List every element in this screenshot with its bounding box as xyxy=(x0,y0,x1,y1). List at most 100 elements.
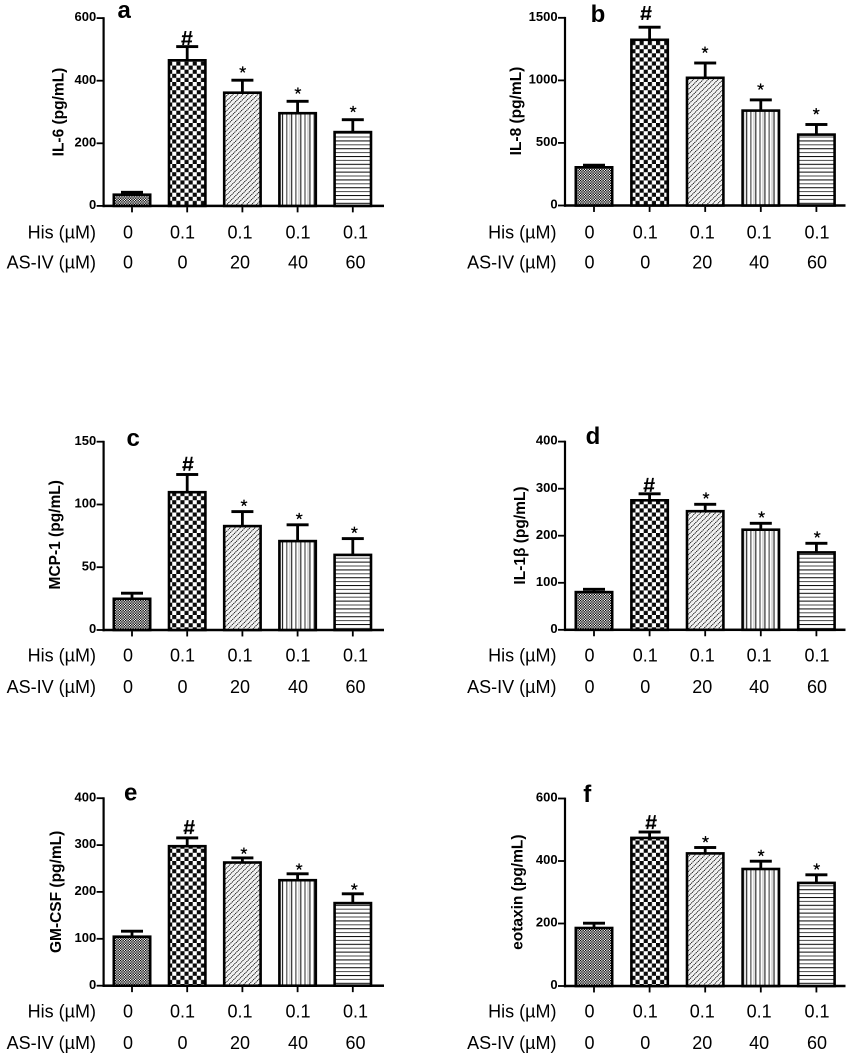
svg-text:0.1: 0.1 xyxy=(227,1002,252,1022)
svg-text:150: 150 xyxy=(74,433,96,448)
svg-text:c: c xyxy=(127,425,140,452)
svg-text:600: 600 xyxy=(536,790,558,805)
svg-text:0: 0 xyxy=(177,677,187,697)
svg-text:200: 200 xyxy=(74,134,96,149)
svg-text:GM-CSF (pg/mL): GM-CSF (pg/mL) xyxy=(48,831,65,953)
svg-text:0.1: 0.1 xyxy=(804,223,829,243)
svg-text:0: 0 xyxy=(640,677,650,697)
svg-text:400: 400 xyxy=(74,789,96,804)
svg-text:IL-1β (pg/mL): IL-1β (pg/mL) xyxy=(512,486,529,584)
svg-text:0: 0 xyxy=(550,621,557,636)
svg-text:40: 40 xyxy=(749,677,769,697)
svg-text:0: 0 xyxy=(550,977,557,992)
svg-text:0.1: 0.1 xyxy=(343,223,368,243)
svg-text:0.1: 0.1 xyxy=(747,1002,772,1022)
svg-text:50: 50 xyxy=(82,558,96,573)
svg-text:0: 0 xyxy=(584,1002,594,1022)
svg-text:20: 20 xyxy=(230,677,250,697)
svg-text:0.1: 0.1 xyxy=(285,223,310,243)
svg-text:0.1: 0.1 xyxy=(170,223,195,243)
svg-text:His (µM): His (µM) xyxy=(488,223,556,243)
svg-text:0.1: 0.1 xyxy=(633,1002,658,1022)
svg-text:40: 40 xyxy=(749,1033,769,1053)
svg-text:600: 600 xyxy=(74,9,96,24)
svg-text:0: 0 xyxy=(123,646,133,666)
svg-text:His (µM): His (µM) xyxy=(488,1002,556,1022)
svg-text:0.1: 0.1 xyxy=(804,646,829,666)
svg-text:20: 20 xyxy=(230,1033,250,1053)
svg-text:0: 0 xyxy=(584,646,594,666)
svg-text:0.1: 0.1 xyxy=(690,223,715,243)
svg-text:0: 0 xyxy=(550,197,557,212)
svg-text:0.1: 0.1 xyxy=(227,223,252,243)
svg-text:0.1: 0.1 xyxy=(804,1002,829,1022)
svg-text:His (µM): His (µM) xyxy=(28,646,96,666)
svg-text:60: 60 xyxy=(807,1033,827,1053)
svg-text:200: 200 xyxy=(536,527,558,542)
svg-text:e: e xyxy=(124,780,137,807)
svg-text:100: 100 xyxy=(74,496,96,511)
svg-text:0: 0 xyxy=(584,223,594,243)
svg-text:0: 0 xyxy=(123,223,133,243)
svg-text:0: 0 xyxy=(123,252,133,272)
svg-text:40: 40 xyxy=(288,677,308,697)
svg-text:20: 20 xyxy=(692,252,712,272)
svg-text:0.1: 0.1 xyxy=(690,1002,715,1022)
svg-text:1000: 1000 xyxy=(529,72,558,87)
svg-text:400: 400 xyxy=(536,433,558,448)
svg-text:0: 0 xyxy=(89,197,96,212)
svg-text:0: 0 xyxy=(123,1033,133,1053)
svg-text:0.1: 0.1 xyxy=(633,223,658,243)
svg-text:0: 0 xyxy=(640,1033,650,1053)
svg-text:0.1: 0.1 xyxy=(690,646,715,666)
svg-text:His (µM): His (µM) xyxy=(28,1002,96,1022)
svg-text:60: 60 xyxy=(807,677,827,697)
svg-text:IL-8 (pg/mL): IL-8 (pg/mL) xyxy=(508,67,525,156)
svg-text:0.1: 0.1 xyxy=(285,1002,310,1022)
svg-text:0.1: 0.1 xyxy=(747,223,772,243)
svg-text:0.1: 0.1 xyxy=(633,646,658,666)
svg-text:40: 40 xyxy=(288,252,308,272)
svg-text:0: 0 xyxy=(584,252,594,272)
svg-text:60: 60 xyxy=(345,252,365,272)
svg-text:500: 500 xyxy=(536,134,558,149)
svg-text:0: 0 xyxy=(123,1002,133,1022)
svg-text:0: 0 xyxy=(584,677,594,697)
svg-text:200: 200 xyxy=(536,915,558,930)
svg-text:IL-6 (pg/mL): IL-6 (pg/mL) xyxy=(51,68,68,157)
svg-text:AS-IV (µM): AS-IV (µM) xyxy=(467,1033,556,1053)
svg-text:AS-IV (µM): AS-IV (µM) xyxy=(7,1033,96,1053)
svg-text:0: 0 xyxy=(89,621,96,636)
svg-text:20: 20 xyxy=(692,677,712,697)
svg-text:AS-IV (µM): AS-IV (µM) xyxy=(7,677,96,697)
svg-text:0.1: 0.1 xyxy=(170,646,195,666)
svg-text:AS-IV (µM): AS-IV (µM) xyxy=(467,677,556,697)
svg-text:0.1: 0.1 xyxy=(343,1002,368,1022)
svg-text:His (µM): His (µM) xyxy=(488,646,556,666)
svg-text:0: 0 xyxy=(123,677,133,697)
svg-text:f: f xyxy=(583,781,592,808)
svg-text:300: 300 xyxy=(74,836,96,851)
svg-text:MCP-1 (pg/mL): MCP-1 (pg/mL) xyxy=(47,480,64,589)
svg-text:20: 20 xyxy=(692,1033,712,1053)
svg-text:0.1: 0.1 xyxy=(227,646,252,666)
svg-text:0.1: 0.1 xyxy=(343,646,368,666)
svg-text:0.1: 0.1 xyxy=(747,646,772,666)
svg-text:100: 100 xyxy=(74,930,96,945)
svg-text:40: 40 xyxy=(288,1033,308,1053)
svg-text:0: 0 xyxy=(89,977,96,992)
svg-text:AS-IV (µM): AS-IV (µM) xyxy=(467,252,556,272)
svg-text:a: a xyxy=(118,0,132,24)
svg-text:0.1: 0.1 xyxy=(170,1002,195,1022)
svg-text:300: 300 xyxy=(536,480,558,495)
svg-text:His (µM): His (µM) xyxy=(28,223,96,243)
svg-text:b: b xyxy=(591,1,606,28)
svg-text:eotaxin (pg/mL): eotaxin (pg/mL) xyxy=(510,835,527,950)
svg-text:0: 0 xyxy=(640,252,650,272)
svg-text:60: 60 xyxy=(345,1033,365,1053)
svg-text:0: 0 xyxy=(584,1033,594,1053)
svg-text:60: 60 xyxy=(345,677,365,697)
svg-text:1500: 1500 xyxy=(529,9,558,24)
svg-text:400: 400 xyxy=(536,852,558,867)
svg-text:0: 0 xyxy=(177,252,187,272)
